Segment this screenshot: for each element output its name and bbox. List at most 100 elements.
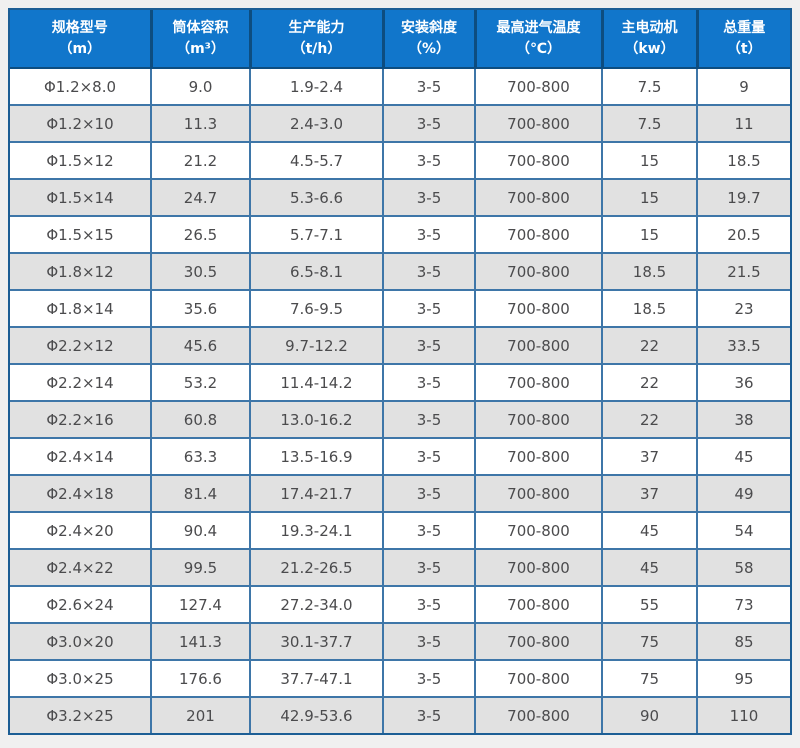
- table-cell: 49: [696, 474, 790, 513]
- header-unit: （m³）: [176, 40, 225, 57]
- table-row: Φ1.5×14 24.7 5.3-6.6 3-5 700-800 15 19.7: [10, 178, 790, 217]
- table-cell: Φ1.2×8.0: [10, 67, 152, 106]
- table-cell: Φ1.5×15: [10, 215, 152, 254]
- table-cell: 19.7: [696, 178, 790, 217]
- table-row: Φ1.8×14 35.6 7.6-9.5 3-5 700-800 18.5 23: [10, 289, 790, 328]
- header-label: 筒体容积: [172, 19, 229, 36]
- table-cell: Φ3.0×20: [10, 622, 152, 661]
- table-row: Φ1.2×10 11.3 2.4-3.0 3-5 700-800 7.5 11: [10, 104, 790, 143]
- table-cell: 36: [696, 363, 790, 402]
- table-cell: 81.4: [150, 474, 251, 513]
- column-header-6: 总重量 （t）: [695, 10, 790, 69]
- table-cell: 18.5: [601, 289, 698, 328]
- table-cell: 17.4-21.7: [249, 474, 384, 513]
- column-header-3: 安装斜度 （%）: [381, 10, 477, 69]
- header-label: 主电动机: [621, 19, 678, 36]
- table-cell: 37.7-47.1: [249, 659, 384, 698]
- table-cell: 63.3: [150, 437, 251, 476]
- table-cell: 700-800: [474, 585, 603, 624]
- table-cell: 3-5: [382, 437, 476, 476]
- table-cell: 3-5: [382, 178, 476, 217]
- table-cell: 11.3: [150, 104, 251, 143]
- table-cell: 110: [696, 696, 790, 733]
- table-row: Φ1.5×12 21.2 4.5-5.7 3-5 700-800 15 18.5: [10, 141, 790, 180]
- table-row: Φ1.5×15 26.5 5.7-7.1 3-5 700-800 15 20.5: [10, 215, 790, 254]
- table-cell: 19.3-24.1: [249, 511, 384, 550]
- table-cell: 700-800: [474, 696, 603, 733]
- table-cell: 3-5: [382, 104, 476, 143]
- table-cell: 700-800: [474, 67, 603, 106]
- table-row: Φ1.2×8.0 9.0 1.9-2.4 3-5 700-800 7.5 9: [10, 67, 790, 106]
- table-cell: 700-800: [474, 474, 603, 513]
- table-row: Φ2.4×22 99.5 21.2-26.5 3-5 700-800 45 58: [10, 548, 790, 587]
- table-cell: 21.2: [150, 141, 251, 180]
- table-cell: 176.6: [150, 659, 251, 698]
- table-cell: 45: [601, 548, 698, 587]
- table-cell: 141.3: [150, 622, 251, 661]
- table-cell: 22: [601, 326, 698, 365]
- table-cell: 15: [601, 178, 698, 217]
- table-cell: 22: [601, 363, 698, 402]
- table-cell: 700-800: [474, 252, 603, 291]
- table-cell: 700-800: [474, 437, 603, 476]
- table-cell: 30.5: [150, 252, 251, 291]
- column-header-2: 生产能力 （t/h）: [248, 10, 385, 69]
- table-cell: 700-800: [474, 326, 603, 365]
- table-cell: 201: [150, 696, 251, 733]
- table-cell: 58: [696, 548, 790, 587]
- table-cell: 37: [601, 437, 698, 476]
- table-cell: 30.1-37.7: [249, 622, 384, 661]
- table-cell: Φ1.5×12: [10, 141, 152, 180]
- table-cell: 700-800: [474, 511, 603, 550]
- table-cell: 60.8: [150, 400, 251, 439]
- table-cell: 3-5: [382, 67, 476, 106]
- table-row: Φ2.6×24 127.4 27.2-34.0 3-5 700-800 55 73: [10, 585, 790, 624]
- table-cell: 3-5: [382, 622, 476, 661]
- table-row: Φ2.2×14 53.2 11.4-14.2 3-5 700-800 22 36: [10, 363, 790, 402]
- table-cell: 3-5: [382, 585, 476, 624]
- table-cell: Φ2.4×18: [10, 474, 152, 513]
- table-row: Φ3.0×20 141.3 30.1-37.7 3-5 700-800 75 85: [10, 622, 790, 661]
- column-header-1: 筒体容积 （m³）: [149, 10, 252, 69]
- table-cell: 95: [696, 659, 790, 698]
- table-cell: 700-800: [474, 400, 603, 439]
- table-header: 规格型号 （m） 筒体容积 （m³） 生产能力 （t/h） 安装斜度 （%） 最高进气温度 （℃）…: [10, 10, 790, 69]
- table-cell: 99.5: [150, 548, 251, 587]
- table-cell: 45.6: [150, 326, 251, 365]
- header-label: 最高进气温度: [496, 19, 581, 36]
- table-cell: 73: [696, 585, 790, 624]
- table-cell: 700-800: [474, 141, 603, 180]
- table-cell: 2.4-3.0: [249, 104, 384, 143]
- table-cell: Φ2.2×12: [10, 326, 152, 365]
- table-cell: 700-800: [474, 363, 603, 402]
- table-cell: 7.5: [601, 67, 698, 106]
- table-cell: 24.7: [150, 178, 251, 217]
- table-cell: 38: [696, 400, 790, 439]
- table-cell: 37: [601, 474, 698, 513]
- table-cell: 700-800: [474, 622, 603, 661]
- table-cell: 9.0: [150, 67, 251, 106]
- table-cell: 18.5: [601, 252, 698, 291]
- table-cell: 5.7-7.1: [249, 215, 384, 254]
- table-cell: 7.5: [601, 104, 698, 143]
- table-cell: 26.5: [150, 215, 251, 254]
- spec-table: 规格型号 （m） 筒体容积 （m³） 生产能力 （t/h） 安装斜度 （%） 最高进气温度 （℃）…: [10, 10, 790, 733]
- table-cell: 54: [696, 511, 790, 550]
- table-row: Φ2.2×12 45.6 9.7-12.2 3-5 700-800 22 33.5: [10, 326, 790, 365]
- table-cell: 3-5: [382, 215, 476, 254]
- table-cell: 21.2-26.5: [249, 548, 384, 587]
- table-cell: 1.9-2.4: [249, 67, 384, 106]
- header-unit: （kw）: [624, 40, 675, 57]
- table-cell: 75: [601, 622, 698, 661]
- table-row: Φ3.0×25 176.6 37.7-47.1 3-5 700-800 75 95: [10, 659, 790, 698]
- table-body: Φ1.2×8.0 9.0 1.9-2.4 3-5 700-800 7.5 9 Φ1.2×10 1…: [10, 67, 790, 733]
- table-cell: Φ1.2×10: [10, 104, 152, 143]
- table-cell: 3-5: [382, 252, 476, 291]
- table-row: Φ2.4×14 63.3 13.5-16.9 3-5 700-800 37 45: [10, 437, 790, 476]
- table-cell: 6.5-8.1: [249, 252, 384, 291]
- table-cell: 3-5: [382, 363, 476, 402]
- column-header-0: 规格型号 （m）: [10, 10, 153, 69]
- table-cell: 13.0-16.2: [249, 400, 384, 439]
- table-cell: 45: [601, 511, 698, 550]
- table-cell: 9: [696, 67, 790, 106]
